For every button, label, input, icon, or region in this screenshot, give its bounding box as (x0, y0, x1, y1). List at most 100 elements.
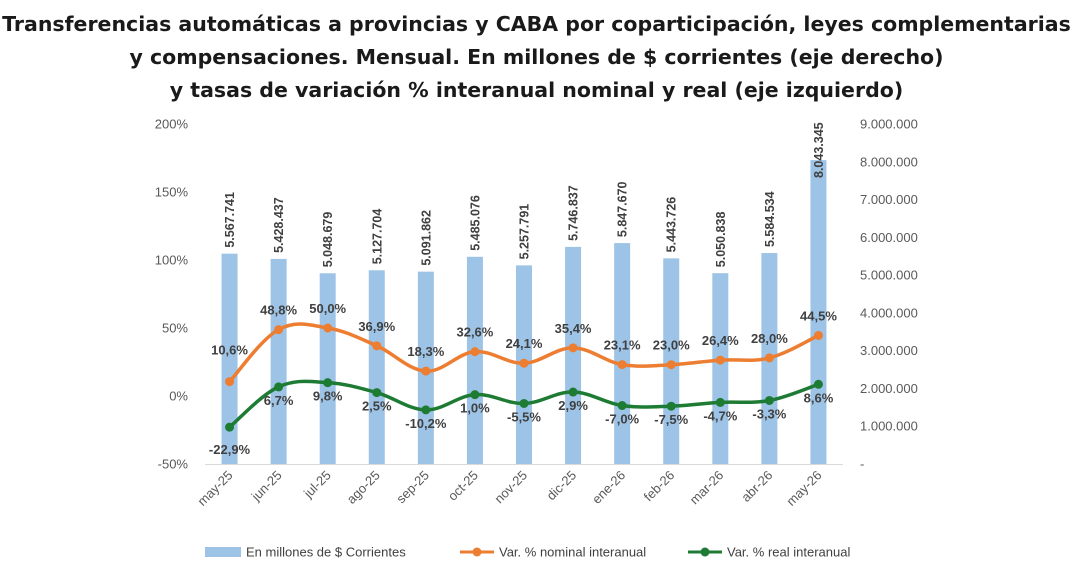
bar (319, 273, 336, 464)
x-axis-tick: jul-25 (300, 468, 334, 502)
left-axis-tick: 0% (169, 389, 188, 404)
nominal-data-label: 36,9% (358, 319, 395, 334)
real-series-point (813, 379, 823, 389)
legend-real-marker (700, 547, 710, 557)
legend-nominal-label: Var. % nominal interanual (499, 545, 646, 560)
right-axis-tick: 1.000.000 (860, 419, 918, 434)
nominal-series-point (568, 343, 578, 353)
nominal-data-label: 10,6% (211, 343, 248, 358)
real-data-label: 1,0% (460, 401, 490, 416)
real-data-label: 6,7% (264, 393, 294, 408)
bar-data-label: 5.485.076 (468, 195, 482, 251)
bar (270, 258, 287, 464)
right-axis-tick: 9.000.000 (860, 117, 918, 132)
real-data-label: 9,8% (313, 389, 343, 404)
real-series-point (470, 390, 480, 400)
x-axis-tick: ago-25 (344, 468, 383, 507)
real-series-point (421, 405, 431, 415)
nominal-series-point (813, 330, 823, 340)
nominal-series-point (715, 355, 725, 365)
nominal-series-point (617, 360, 627, 370)
bar-data-label: 5.746.837 (567, 185, 581, 241)
real-data-label: -3,3% (752, 406, 786, 421)
real-series-point (715, 397, 725, 407)
left-axis-tick: 150% (155, 185, 189, 200)
real-data-label: -10,2% (405, 416, 447, 431)
chart-title-line-2: y compensaciones. Mensual. En millones d… (129, 45, 944, 69)
bar-data-label: 5.050.838 (714, 212, 728, 268)
nominal-data-label: 24,1% (506, 336, 543, 351)
bar-data-label: 5.567.741 (223, 192, 237, 248)
real-series-point (372, 388, 382, 398)
bar (810, 160, 827, 464)
right-axis-tick: 3.000.000 (860, 343, 918, 358)
real-data-label: -7,5% (654, 412, 688, 427)
bar-data-label: 5.428.437 (272, 197, 286, 253)
x-axis-tick: may-26 (783, 468, 824, 509)
bar (368, 270, 385, 464)
right-axis-tick: 6.000.000 (860, 230, 918, 245)
real-series-point (666, 401, 676, 411)
nominal-data-label: 44,5% (800, 308, 837, 323)
x-axis-tick: dic-25 (544, 468, 580, 504)
nominal-data-label: 18,3% (407, 344, 444, 359)
nominal-series-point (274, 325, 284, 335)
bar (565, 246, 582, 464)
bar (221, 253, 238, 464)
x-axis-tick: nov-25 (491, 468, 530, 507)
x-axis-tick: sep-25 (393, 468, 432, 507)
nominal-series-point (225, 377, 235, 387)
legend-bar-swatch (205, 547, 241, 557)
real-series-point (323, 378, 333, 388)
nominal-data-label: 23,1% (604, 338, 641, 353)
nominal-data-label: 32,6% (456, 325, 493, 340)
bar-data-label: 5.127.704 (370, 209, 384, 265)
nominal-data-label: 35,4% (555, 321, 592, 336)
bar-data-label: 5.443.726 (665, 197, 679, 253)
x-axis-tick: feb-26 (641, 468, 678, 505)
bar-data-label: 5.847.670 (616, 181, 630, 237)
chart-title-line-3: y tasas de variación % interanual nomina… (169, 78, 904, 102)
nominal-series-point (323, 323, 333, 333)
left-axis-tick: 100% (155, 253, 189, 268)
bar-data-label: 5.048.679 (321, 212, 335, 268)
legend-real-label: Var. % real interanual (727, 545, 850, 560)
x-axis-tick: may-25 (194, 468, 235, 509)
x-axis-tick: ene-26 (589, 468, 628, 507)
nominal-data-label: 26,4% (702, 333, 739, 348)
real-series-point (519, 398, 529, 408)
right-axis-tick: 2.000.000 (860, 381, 918, 396)
x-axis-tick: mar-26 (687, 468, 727, 508)
right-axis-tick: 5.000.000 (860, 268, 918, 283)
nominal-series-point (372, 341, 382, 351)
real-series-point (568, 387, 578, 397)
nominal-series-point (666, 360, 676, 370)
left-axis-tick: -50% (158, 457, 189, 472)
bar (466, 256, 483, 464)
real-data-label: -7,0% (605, 412, 639, 427)
x-axis-tick: oct-25 (445, 468, 481, 504)
right-axis-tick: 7.000.000 (860, 192, 918, 207)
real-data-label: -5,5% (507, 409, 541, 424)
left-axis-tick: 50% (162, 321, 188, 336)
bar-data-label: 5.584.534 (763, 191, 777, 247)
bar (614, 243, 631, 464)
nominal-series-point (421, 366, 431, 376)
nominal-data-label: 48,8% (260, 303, 297, 318)
legend-nominal-marker (472, 547, 482, 557)
left-axis-tick: 200% (155, 117, 189, 132)
real-series-point (225, 422, 235, 432)
chart-title: Transferencias automáticas a provincias … (0, 8, 1073, 107)
real-data-label: 8,6% (804, 390, 834, 405)
nominal-series-point (519, 358, 529, 368)
legend-bar-label: En millones de $ Corrientes (246, 545, 406, 560)
real-series-point (617, 401, 627, 411)
nominal-data-label: 28,0% (751, 331, 788, 346)
right-axis-tick: - (860, 457, 864, 472)
nominal-series-point (470, 347, 480, 357)
real-series-point (764, 395, 774, 405)
bar-data-label: 5.091.862 (419, 210, 433, 266)
real-data-label: 2,9% (558, 398, 588, 413)
x-axis-tick: abr-26 (738, 468, 775, 505)
bar-data-label: 8.043.345 (812, 122, 826, 178)
